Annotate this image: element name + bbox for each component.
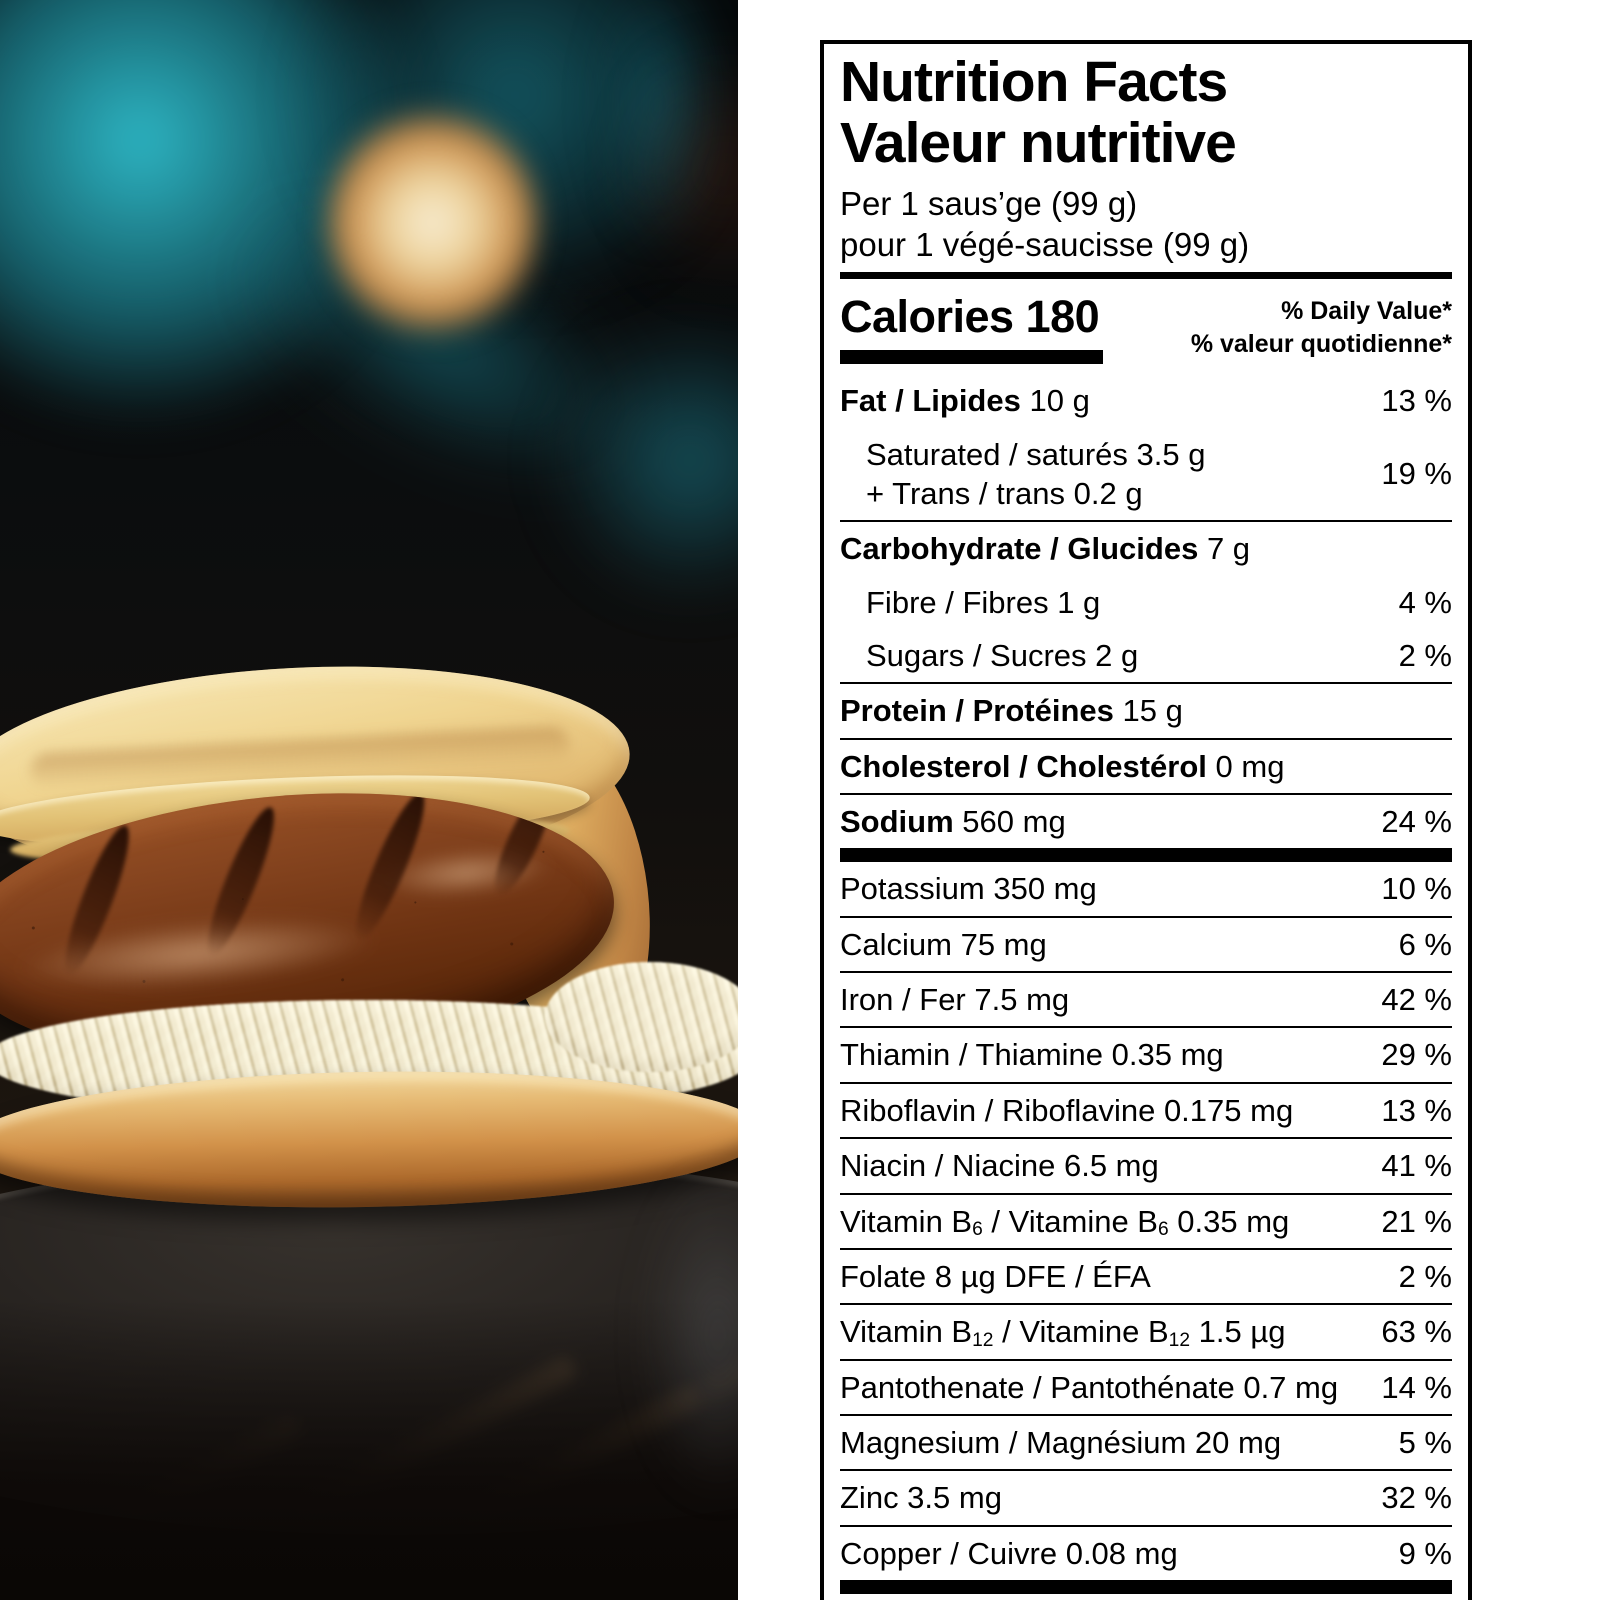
daily-value-percent: 13 %: [1381, 1092, 1452, 1128]
calories-row: Calories 180 % Daily Value* % valeur quo…: [840, 279, 1452, 374]
daily-value-percent: 4 %: [1398, 584, 1452, 620]
daily-value-percent: 9 %: [1398, 1535, 1452, 1571]
daily-value-percent: 42 %: [1381, 982, 1452, 1018]
calories-word: Calories: [840, 291, 1014, 343]
daily-value-percent: 10 %: [1381, 871, 1452, 907]
daily-value-percent: 14 %: [1381, 1369, 1452, 1405]
nutrient-row-riboflavin: Riboflavin / Riboflavine 0.175 mg 13 %: [840, 1084, 1452, 1140]
daily-value-percent: 21 %: [1381, 1203, 1452, 1239]
product-photo: [0, 0, 738, 1600]
nutrient-row-vitamin-b12: Vitamin B12 / Vitamine B12 1.5 µg 63 %: [840, 1305, 1452, 1361]
daily-value-percent: 13 %: [1381, 383, 1452, 419]
sauerkraut-texture: [545, 962, 738, 1072]
label-title-fr: Valeur nutritive: [840, 110, 1237, 175]
daily-value-percent: 2 %: [1398, 1258, 1452, 1294]
sauerkraut: [545, 962, 738, 1072]
nutrient-row-sodium: Sodium 560 mg 24 %: [840, 795, 1452, 863]
nutrient-row-protein: Protein / Protéines 15 g: [840, 684, 1452, 740]
nutrient-row-zinc: Zinc 3.5 mg 32 %: [840, 1471, 1452, 1527]
nutrient-row-thiamin: Thiamin / Thiamine 0.35 mg 29 %: [840, 1028, 1452, 1084]
nutrient-row-cholesterol: Cholesterol / Cholestérol 0 mg: [840, 740, 1452, 796]
nutrient-row-fat: Fat / Lipides 10 g 13 %: [840, 374, 1452, 427]
nutrient-row-folate: Folate 8 µg DFE / ÉFA 2 %: [840, 1250, 1452, 1306]
nutrient-row-vitamin-b6: Vitamin B6 / Vitamine B6 0.35 mg 21 %: [840, 1195, 1452, 1250]
nutrient-row-magnesium: Magnesium / Magnésium 20 mg 5 %: [840, 1416, 1452, 1472]
daily-value-percent: 41 %: [1381, 1148, 1452, 1184]
nutrient-row-niacin: Niacin / Niacine 6.5 mg 41 %: [840, 1139, 1452, 1195]
daily-value-percent: 63 %: [1381, 1314, 1452, 1350]
daily-value-percent: 24 %: [1381, 804, 1452, 840]
daily-value-percent: 5 %: [1398, 1424, 1452, 1460]
nutrient-row-saturated-trans: Saturated / saturés 3.5 g + Trans / trans…: [840, 428, 1452, 523]
nutrient-row-carbohydrate: Carbohydrate / Glucides 7 g: [840, 531, 1251, 567]
daily-value-percent: 29 %: [1381, 1037, 1452, 1073]
nutrient-row-copper: Copper / Cuivre 0.08 mg 9 %: [840, 1527, 1452, 1595]
nutrient-row-pantothenate: Pantothenate / Pantothénate 0.7 mg 14 %: [840, 1361, 1452, 1416]
calories-value: Calories 180: [840, 291, 1104, 365]
nutrient-row-potassium: Potassium 350 mg 10 %: [840, 862, 1452, 918]
divider-medium: [840, 272, 1452, 280]
daily-value-percent: 2 %: [1398, 637, 1452, 673]
daily-value-header-fr: % valeur quotidienne*: [1190, 330, 1452, 359]
serving-size-en: Per 1 saus’ge (99 g): [840, 184, 1138, 222]
daily-value-header-en: % Daily Value*: [1281, 297, 1452, 326]
calories-number: 180: [1025, 291, 1100, 343]
daily-value-percent: 32 %: [1381, 1480, 1452, 1516]
nutrient-row-calcium: Calcium 75 mg 6 %: [840, 918, 1452, 974]
daily-value-percent: 19 %: [1381, 456, 1452, 492]
nutrient-row-iron: Iron / Fer 7.5 mg 42 %: [840, 973, 1452, 1029]
serving-size-fr: pour 1 végé-saucisse (99 g): [840, 225, 1250, 263]
nutrition-facts-label: Nutrition Facts Valeur nutritive Per 1 s…: [820, 40, 1472, 1600]
teal-light-streak: [598, 0, 718, 260]
daily-value-header: % Daily Value* % valeur quotidienne*: [1191, 291, 1452, 361]
table-shadow: [0, 1300, 738, 1600]
bokeh-light: [325, 105, 540, 340]
label-title-en: Nutrition Facts: [840, 50, 1228, 114]
nutrient-rows: Fat / Lipides 10 g 13 % Saturated / saturé…: [840, 374, 1452, 1595]
daily-value-percent: 6 %: [1398, 926, 1452, 962]
